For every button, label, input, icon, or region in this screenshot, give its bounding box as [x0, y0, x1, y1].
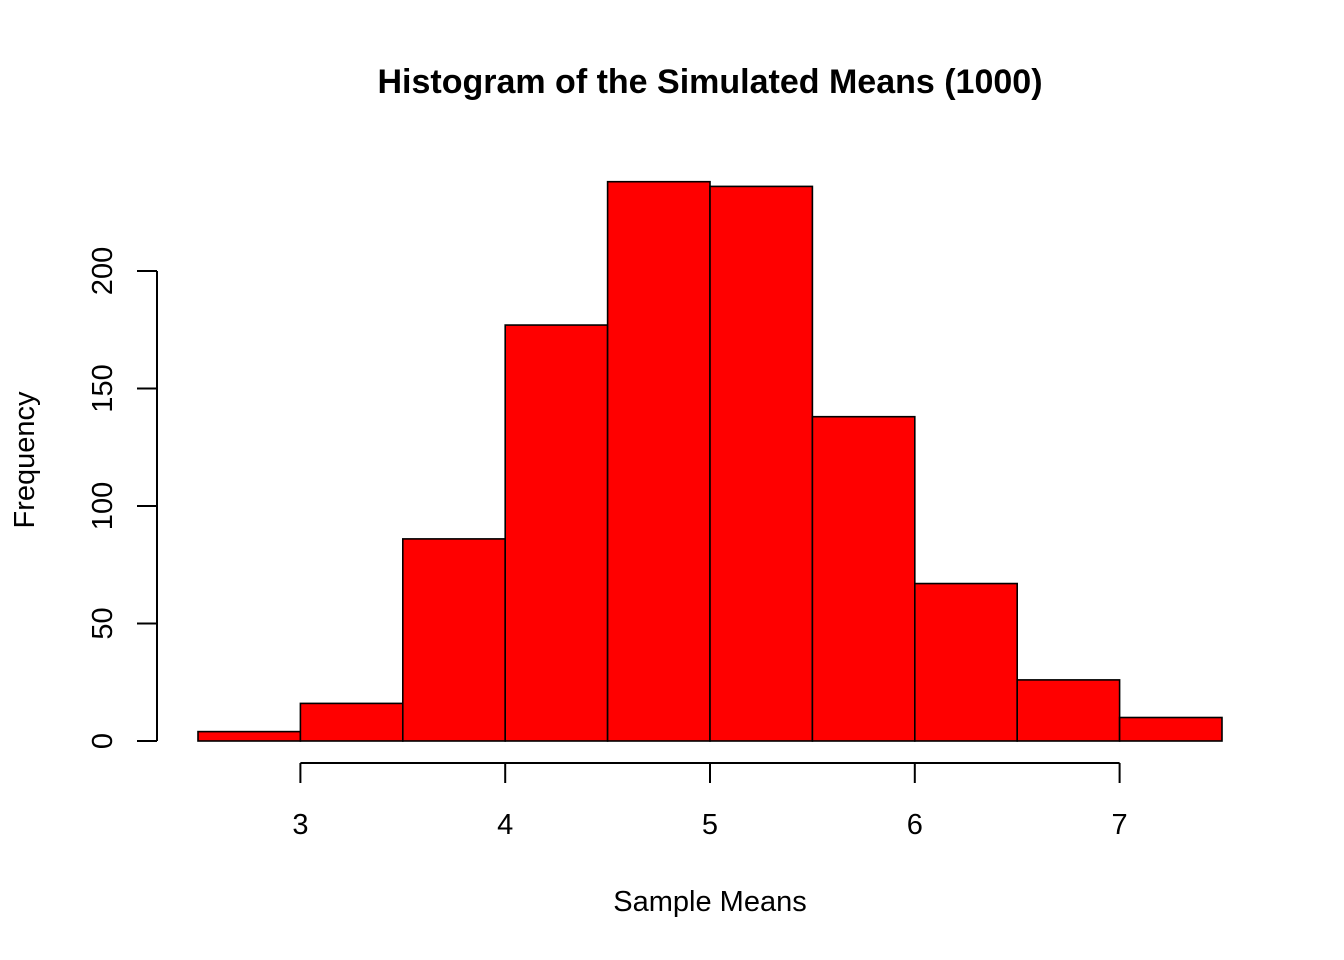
histogram-bar — [606, 180, 711, 742]
x-axis-label: Sample Means — [613, 886, 806, 918]
histogram-bar — [504, 324, 609, 742]
y-tick-label: 200 — [87, 247, 119, 295]
y-tick-label: 100 — [87, 482, 119, 530]
y-tick-label: 0 — [87, 733, 119, 749]
y-axis-label: Frequency — [9, 391, 41, 529]
x-tick-label: 7 — [1112, 809, 1128, 841]
histogram-bar — [913, 582, 1018, 742]
y-tick-label: 150 — [87, 364, 119, 412]
y-axis: 0 50 100 150 200 — [87, 247, 158, 749]
x-tick-label: 6 — [907, 809, 923, 841]
x-tick-label: 4 — [497, 809, 513, 841]
x-tick-label: 3 — [292, 809, 308, 841]
y-tick-label: 50 — [87, 607, 119, 639]
x-tick-label: 5 — [702, 809, 718, 841]
histogram-bars — [197, 180, 1223, 742]
histogram-bar — [811, 415, 916, 742]
histogram-bar — [197, 730, 302, 742]
x-axis: 3 4 5 6 7 — [292, 762, 1128, 841]
histogram-bar — [401, 538, 506, 742]
histogram-bar — [1118, 716, 1223, 742]
histogram-bar — [1016, 679, 1121, 742]
chart-title: Histogram of the Simulated Means (1000) — [377, 63, 1042, 101]
histogram-bar — [299, 702, 404, 742]
histogram-bar — [709, 185, 814, 742]
